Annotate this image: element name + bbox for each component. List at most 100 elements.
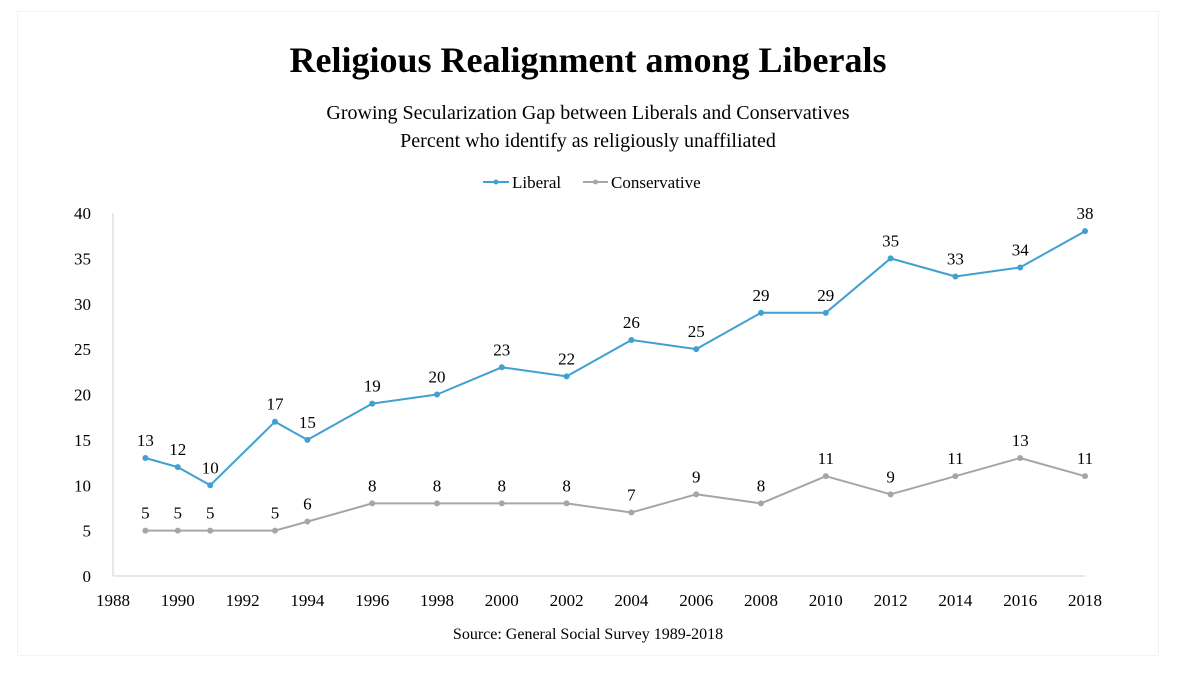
data-point-conservative <box>174 527 181 534</box>
data-label-conservative: 8 <box>757 476 766 495</box>
data-label-liberal: 38 <box>1077 204 1094 223</box>
y-tick-label: 0 <box>83 567 92 586</box>
data-label-liberal: 12 <box>169 440 186 459</box>
data-label-liberal: 23 <box>493 340 510 359</box>
y-tick-label: 35 <box>74 249 91 268</box>
x-tick-label: 1992 <box>226 591 260 610</box>
data-label-conservative: 11 <box>818 449 834 468</box>
legend-label: Liberal <box>512 173 561 192</box>
data-point-liberal <box>693 346 700 353</box>
data-point-conservative <box>563 500 570 507</box>
data-point-conservative <box>207 527 214 534</box>
data-point-liberal <box>272 418 278 425</box>
data-label-conservative: 11 <box>947 449 963 468</box>
y-tick-label: 10 <box>74 476 91 495</box>
chart-title: Religious Realignment among Liberals <box>289 40 886 80</box>
x-tick-label: 2010 <box>809 591 843 610</box>
x-tick-label: 1998 <box>420 591 454 610</box>
x-tick-label: 2000 <box>485 591 519 610</box>
data-point-conservative <box>1082 473 1088 480</box>
data-point-liberal <box>174 464 181 471</box>
series-layer: 13 12 10 17 15 19 20 23 22 26 25 29 29 35 33 34 38 5 5 5 5 6 8… <box>137 204 1094 534</box>
x-tick-label: 1988 <box>96 591 130 610</box>
data-label-liberal: 22 <box>558 349 575 368</box>
x-tick-label: 2014 <box>938 591 973 610</box>
data-point-conservative <box>142 527 149 534</box>
data-point-conservative <box>1017 455 1024 462</box>
data-point-liberal <box>563 373 570 380</box>
legend-label: Conservative <box>611 173 701 192</box>
data-point-conservative <box>758 500 764 507</box>
series-line-liberal <box>145 230 1086 487</box>
y-tick-label: 15 <box>74 431 91 450</box>
data-label-conservative: 9 <box>886 467 895 486</box>
x-tick-label: 2002 <box>550 591 584 610</box>
data-point-conservative <box>887 491 894 498</box>
data-label-conservative: 5 <box>206 504 215 523</box>
data-label-liberal: 29 <box>753 286 770 305</box>
data-point-conservative <box>272 527 278 534</box>
y-tick-label: 25 <box>74 340 91 359</box>
data-label-liberal: 26 <box>623 313 640 332</box>
legend-item-conservative: Conservative <box>583 173 701 192</box>
chart-subtitle-line1: Growing Secularization Gap between Liber… <box>326 102 849 124</box>
data-label-liberal: 10 <box>202 458 219 477</box>
data-label-conservative: 8 <box>368 476 377 495</box>
y-tick-label: 20 <box>74 386 91 405</box>
series-line-conservative <box>145 457 1086 532</box>
data-label-liberal: 13 <box>137 431 154 450</box>
data-label-conservative: 5 <box>271 504 280 523</box>
data-point-liberal <box>434 391 440 398</box>
data-label-liberal: 17 <box>267 395 285 414</box>
data-point-conservative <box>434 500 440 507</box>
data-label-liberal: 20 <box>429 368 446 387</box>
data-label-conservative: 6 <box>303 495 312 514</box>
data-point-liberal <box>369 400 376 407</box>
data-point-conservative <box>693 491 700 498</box>
x-tick-label: 2016 <box>1003 591 1037 610</box>
data-point-liberal <box>1082 228 1088 235</box>
legend: Liberal Conservative <box>483 173 701 192</box>
x-tick-label: 2004 <box>614 591 649 610</box>
data-label-conservative: 8 <box>433 476 442 495</box>
data-label-liberal: 33 <box>947 250 964 269</box>
series-conservative: 5 5 5 5 6 8 8 8 8 7 9 8 11 9 11 13 11 <box>141 431 1093 534</box>
data-point-liberal <box>1017 264 1024 271</box>
x-tick-label: 1996 <box>355 591 389 610</box>
data-label-liberal: 15 <box>299 413 316 432</box>
data-label-conservative: 13 <box>1012 431 1029 450</box>
data-point-liberal <box>304 436 311 443</box>
data-label-liberal: 29 <box>817 286 834 305</box>
data-point-liberal <box>498 364 505 371</box>
data-point-conservative <box>498 500 505 507</box>
legend-swatch-marker <box>593 179 598 185</box>
data-point-liberal <box>628 337 635 344</box>
x-tick-label: 1990 <box>161 591 195 610</box>
data-point-liberal <box>142 455 149 462</box>
x-tick-label: 2018 <box>1068 591 1102 610</box>
data-label-conservative: 5 <box>141 504 150 523</box>
data-point-liberal <box>758 309 764 316</box>
data-point-conservative <box>952 473 959 480</box>
data-label-conservative: 8 <box>498 476 507 495</box>
data-label-conservative: 8 <box>562 476 571 495</box>
data-label-liberal: 25 <box>688 322 705 341</box>
y-tick-label: 30 <box>74 295 91 314</box>
y-tick-label: 40 <box>74 204 91 223</box>
data-label-conservative: 7 <box>627 485 636 504</box>
data-point-conservative <box>304 518 311 525</box>
chart-source: Source: General Social Survey 1989-2018 <box>453 626 723 643</box>
data-label-conservative: 5 <box>174 504 183 523</box>
y-tick-label: 5 <box>83 522 92 541</box>
data-label-conservative: 9 <box>692 467 701 486</box>
data-label-liberal: 35 <box>882 231 899 250</box>
x-tick-label: 2006 <box>679 591 713 610</box>
data-point-liberal <box>207 482 214 489</box>
line-chart: Religious Realignment among Liberals Gro… <box>74 40 1102 643</box>
data-point-conservative <box>369 500 376 507</box>
legend-swatch-marker <box>493 179 499 185</box>
data-point-conservative <box>822 473 829 480</box>
data-point-liberal <box>952 273 959 280</box>
data-label-conservative: 11 <box>1077 449 1093 468</box>
